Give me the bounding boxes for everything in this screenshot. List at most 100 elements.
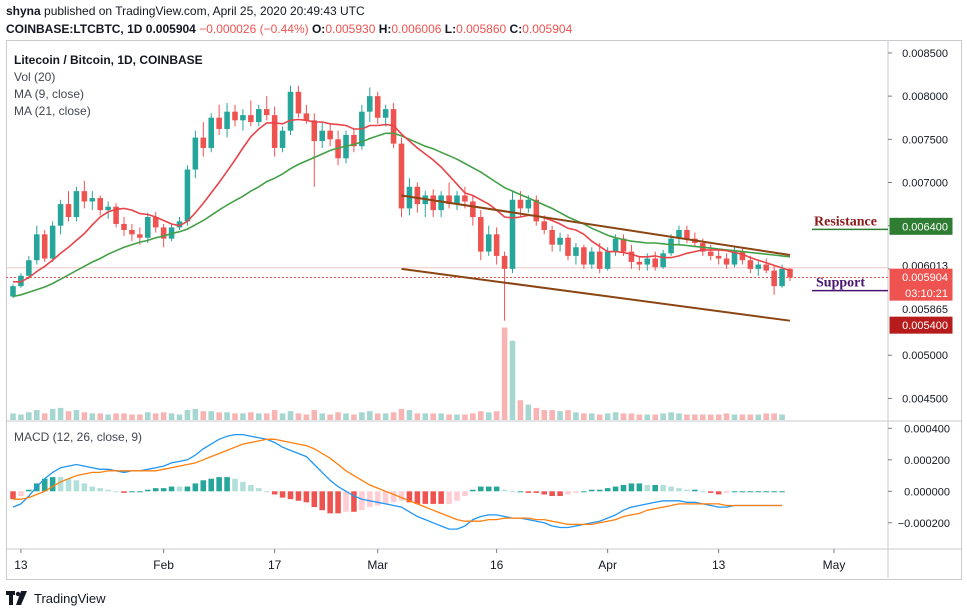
macd-histogram-bar	[184, 486, 191, 492]
volume-bar	[390, 412, 397, 420]
candle-body	[414, 186, 421, 205]
footer: TradingView	[6, 586, 106, 610]
candle-body	[589, 251, 595, 265]
macd-histogram-bar	[216, 477, 222, 492]
macd-histogram-bar	[113, 491, 119, 493]
macd-histogram-bar	[707, 491, 714, 493]
macd-histogram-bar	[382, 491, 389, 504]
candle-body	[176, 221, 183, 228]
volume-bar	[343, 413, 349, 420]
tradingview-logo-icon[interactable]	[6, 591, 28, 605]
macd-histogram-bar	[470, 489, 476, 492]
macd-histogram-bar	[478, 486, 484, 492]
candle-body	[367, 96, 373, 112]
volume-bar	[779, 414, 785, 420]
macd-histogram-bar	[121, 491, 127, 493]
macd-histogram-bar	[10, 491, 16, 500]
chart-frame[interactable]	[6, 40, 962, 580]
macd-histogram-bar	[446, 491, 452, 504]
price-tick-label: 0.005000	[902, 350, 948, 362]
volume-bar	[715, 414, 722, 420]
volume-bar	[462, 414, 468, 420]
macd-histogram-bar	[129, 491, 135, 493]
volume-bar	[10, 413, 16, 420]
macd-histogram-bar	[49, 477, 56, 492]
macd-histogram-bar	[739, 491, 746, 493]
macd-histogram-bar	[779, 491, 785, 493]
volume-bar	[612, 412, 619, 420]
candle-body	[485, 234, 492, 252]
candle-body	[34, 234, 40, 261]
candle-body	[755, 264, 762, 269]
macd-histogram-bar	[430, 491, 436, 504]
volume-bar	[565, 410, 571, 420]
candle-body	[446, 195, 452, 205]
price-axis-label: 0.005865	[889, 300, 953, 318]
candle-body	[81, 191, 88, 202]
candle-body	[192, 137, 199, 170]
macd-histogram-bar	[65, 478, 72, 492]
price-axis-label: 0.005400	[889, 316, 953, 334]
volume-bar	[707, 414, 714, 420]
volume-bar	[620, 413, 627, 420]
macd-histogram-bar	[73, 480, 80, 492]
macd-histogram-bar	[581, 491, 587, 493]
macd-histogram-bar	[604, 488, 611, 492]
high-label: H:	[378, 22, 392, 36]
macd-histogram-bar	[374, 491, 381, 506]
candle-body	[145, 217, 151, 238]
macd-histogram-bar	[89, 486, 96, 492]
macd-histogram-bar	[573, 491, 579, 493]
macd-histogram-bar	[541, 491, 547, 495]
macd-histogram-bar	[636, 483, 643, 492]
candle-body	[374, 96, 381, 118]
volume-bar	[248, 412, 254, 420]
candle-body	[509, 199, 516, 269]
macd-histogram-bar	[367, 491, 373, 508]
author-name[interactable]: shyna	[6, 4, 41, 18]
brand-name[interactable]: TradingView	[34, 590, 106, 606]
candle-body	[747, 260, 754, 269]
price-axis-label: 0.006400	[889, 217, 953, 235]
volume-bar	[454, 414, 460, 420]
macd-histogram-bar	[343, 491, 349, 512]
volume-bar	[406, 410, 413, 420]
candle-body	[596, 251, 603, 269]
macd-histogram-bar	[763, 491, 769, 493]
macd-histogram-bar	[263, 491, 270, 493]
volume-bar	[493, 411, 500, 420]
candle-body	[549, 230, 555, 245]
volume-bar	[105, 414, 111, 420]
volume-bar	[438, 413, 444, 420]
candle-body	[311, 120, 318, 142]
candle-body	[295, 91, 302, 114]
macd-tick-label: 0.000400	[904, 423, 950, 435]
macd-histogram-bar	[668, 486, 674, 492]
macd-histogram-bar	[256, 488, 262, 492]
volume-bar	[517, 400, 524, 420]
high-value: 0.006006	[391, 22, 442, 36]
candle-body	[470, 201, 476, 218]
macd-histogram-bar	[327, 491, 333, 514]
candle-body	[121, 223, 127, 230]
candle-body	[160, 227, 167, 239]
macd-histogram-bar	[303, 491, 310, 503]
candle-body	[438, 195, 444, 211]
volume-bar	[359, 412, 365, 420]
legend-ma21: MA (21, close)	[14, 104, 91, 118]
candle-body	[779, 268, 785, 287]
volume-bar	[295, 413, 302, 420]
candle-body	[652, 258, 658, 268]
candle-body	[327, 130, 333, 140]
candle-body	[287, 91, 294, 131]
macd-histogram-bar	[145, 489, 151, 492]
support-label: Support	[816, 276, 865, 291]
macd-histogram-bar	[509, 491, 516, 493]
volume-bar	[470, 413, 476, 420]
macd-histogram-bar	[715, 491, 722, 495]
macd-histogram-bar	[771, 491, 777, 493]
candle-body	[493, 234, 500, 256]
volume-bar	[303, 414, 310, 420]
volume-bar	[160, 412, 167, 420]
